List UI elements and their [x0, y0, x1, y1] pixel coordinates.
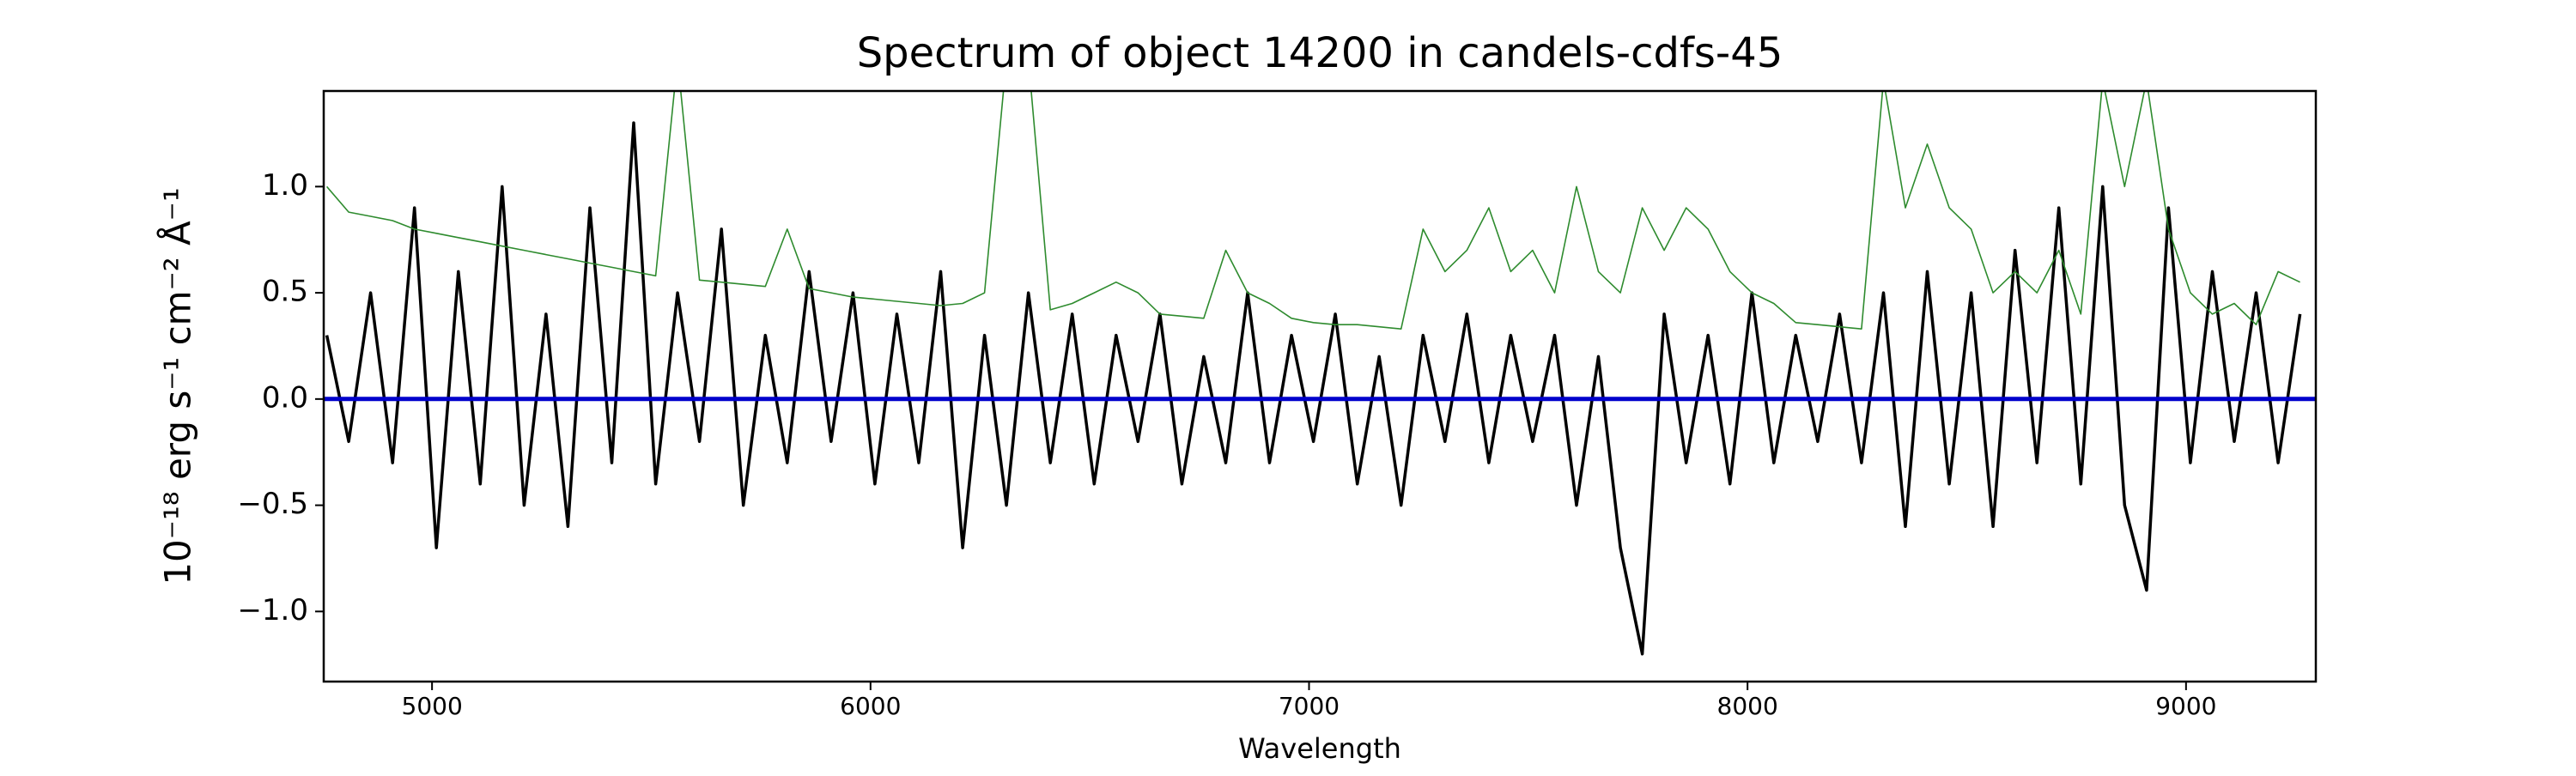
x-tick-label: 8000 [1717, 692, 1778, 720]
axes-frame [322, 89, 2318, 683]
plot-area [324, 91, 2316, 656]
y-axis-label: 10⁻¹⁸ erg s⁻¹ cm⁻² Å⁻¹ [156, 187, 199, 585]
x-axis-label: Wavelength [1238, 732, 1401, 765]
y-tick-label: −0.5 [237, 487, 308, 521]
x-tick-label: 9000 [2155, 692, 2216, 720]
x-tick-label: 7000 [1279, 692, 1340, 720]
noise-line [325, 91, 2300, 330]
y-tick-label: −1.0 [237, 593, 308, 627]
x-tick-label: 6000 [840, 692, 901, 720]
y-tick-label: 0.0 [262, 380, 308, 415]
chart-title: Spectrum of object 14200 in candels-cdfs… [857, 29, 1783, 77]
flux-line [325, 121, 2302, 656]
y-tick-label: 0.5 [262, 275, 308, 309]
y-tick-label: 1.0 [262, 168, 308, 203]
x-tick-label: 5000 [402, 692, 463, 720]
